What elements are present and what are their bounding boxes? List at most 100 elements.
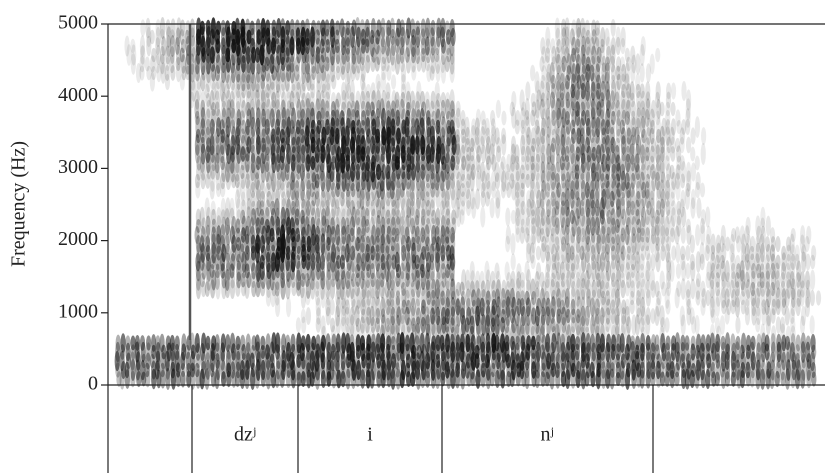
spectral-energy — [635, 314, 640, 335]
spectral-energy — [205, 173, 210, 189]
spectral-energy — [660, 245, 665, 261]
spectral-energy — [171, 368, 176, 389]
spectral-energy — [244, 369, 249, 389]
spectral-energy — [455, 370, 460, 389]
spectral-energy — [180, 74, 185, 91]
spectral-energy — [345, 369, 350, 390]
spectral-energy — [690, 279, 695, 299]
spectral-energy — [620, 38, 625, 54]
spectral-energy — [495, 197, 500, 218]
y-tick-label: 0 — [88, 373, 98, 395]
spectral-energy — [770, 308, 775, 323]
spectral-energy — [760, 368, 765, 390]
spectral-energy — [496, 145, 501, 162]
spectral-energy — [785, 289, 790, 308]
spectral-energy — [515, 120, 520, 135]
spectral-energy — [640, 63, 645, 83]
spectral-energy — [645, 314, 650, 335]
spectral-energy — [700, 224, 705, 245]
spectral-energy — [505, 208, 510, 227]
spectral-energy — [501, 111, 506, 126]
spectral-energy — [321, 288, 326, 309]
spectral-energy — [125, 369, 130, 389]
spectral-energy — [170, 65, 175, 81]
spectral-energy — [695, 116, 700, 138]
spectral-energy — [214, 369, 219, 389]
spectral-energy — [510, 233, 515, 255]
spectral-energy — [800, 316, 805, 335]
spectral-energy — [681, 278, 686, 299]
spectral-energy — [306, 307, 311, 325]
spectral-energy — [386, 65, 391, 81]
spectral-energy — [681, 81, 686, 101]
spectral-energy — [810, 290, 815, 306]
spectral-energy — [365, 55, 370, 74]
spectral-energy — [735, 297, 740, 318]
spectral-energy — [525, 81, 530, 100]
spectral-energy — [659, 102, 664, 116]
spectral-energy — [160, 369, 165, 388]
spectral-energy — [671, 83, 676, 100]
spectral-energy — [360, 369, 365, 388]
spectral-energy — [331, 75, 336, 90]
spectral-energy — [625, 282, 630, 297]
spectral-energy — [690, 261, 695, 282]
spectral-energy — [769, 369, 774, 389]
spectral-energy — [355, 65, 360, 80]
spectrogram — [115, 17, 822, 390]
spectral-energy — [630, 63, 635, 83]
spectral-energy — [664, 317, 669, 332]
spectral-energy — [490, 198, 495, 219]
spectral-energy — [459, 209, 464, 225]
spectral-energy — [375, 56, 380, 71]
spectral-energy — [695, 315, 700, 335]
spectral-energy — [694, 369, 699, 389]
spectral-energy — [611, 19, 616, 37]
spectral-energy — [430, 65, 435, 81]
spectral-energy — [701, 143, 706, 165]
spectral-energy — [725, 237, 730, 252]
spectral-energy — [695, 224, 700, 246]
spectral-energy — [685, 188, 690, 210]
spectral-energy — [705, 245, 710, 261]
spectral-energy — [680, 174, 685, 189]
spectral-energy — [549, 368, 554, 389]
spectral-energy — [681, 314, 686, 335]
spectral-energy — [755, 369, 760, 390]
spectral-energy — [565, 369, 570, 389]
spectral-energy — [416, 56, 421, 72]
spectral-energy — [490, 372, 495, 387]
spectral-energy — [695, 290, 700, 305]
spectral-energy — [250, 368, 255, 390]
spectral-energy — [266, 289, 271, 306]
spectral-energy — [705, 369, 710, 389]
spectral-energy — [275, 297, 280, 317]
spectral-energy — [775, 236, 780, 252]
spectral-energy — [280, 278, 285, 300]
spectral-energy — [804, 236, 809, 252]
spectral-energy — [495, 172, 500, 189]
spectral-energy — [520, 226, 525, 244]
spectral-energy — [501, 134, 506, 155]
spectral-energy — [255, 369, 260, 388]
spectral-energy — [695, 182, 700, 198]
spectral-energy — [631, 369, 636, 389]
spectral-energy — [220, 183, 225, 198]
spectral-energy — [810, 270, 815, 291]
spectral-energy — [705, 206, 710, 227]
spectral-energy — [406, 54, 411, 73]
spectral-energy — [710, 308, 715, 324]
spectral-energy — [411, 65, 416, 80]
spectral-energy — [496, 100, 501, 118]
spectral-energy — [620, 280, 625, 298]
spectral-energy — [646, 289, 651, 307]
spectral-energy — [390, 368, 395, 390]
spectral-energy — [570, 369, 575, 388]
spectral-energy — [681, 207, 686, 227]
spectral-energy — [139, 65, 144, 80]
spectral-energy — [695, 156, 700, 171]
spectral-energy — [316, 317, 321, 332]
spectral-energy — [475, 369, 480, 389]
spectral-energy — [610, 369, 615, 390]
